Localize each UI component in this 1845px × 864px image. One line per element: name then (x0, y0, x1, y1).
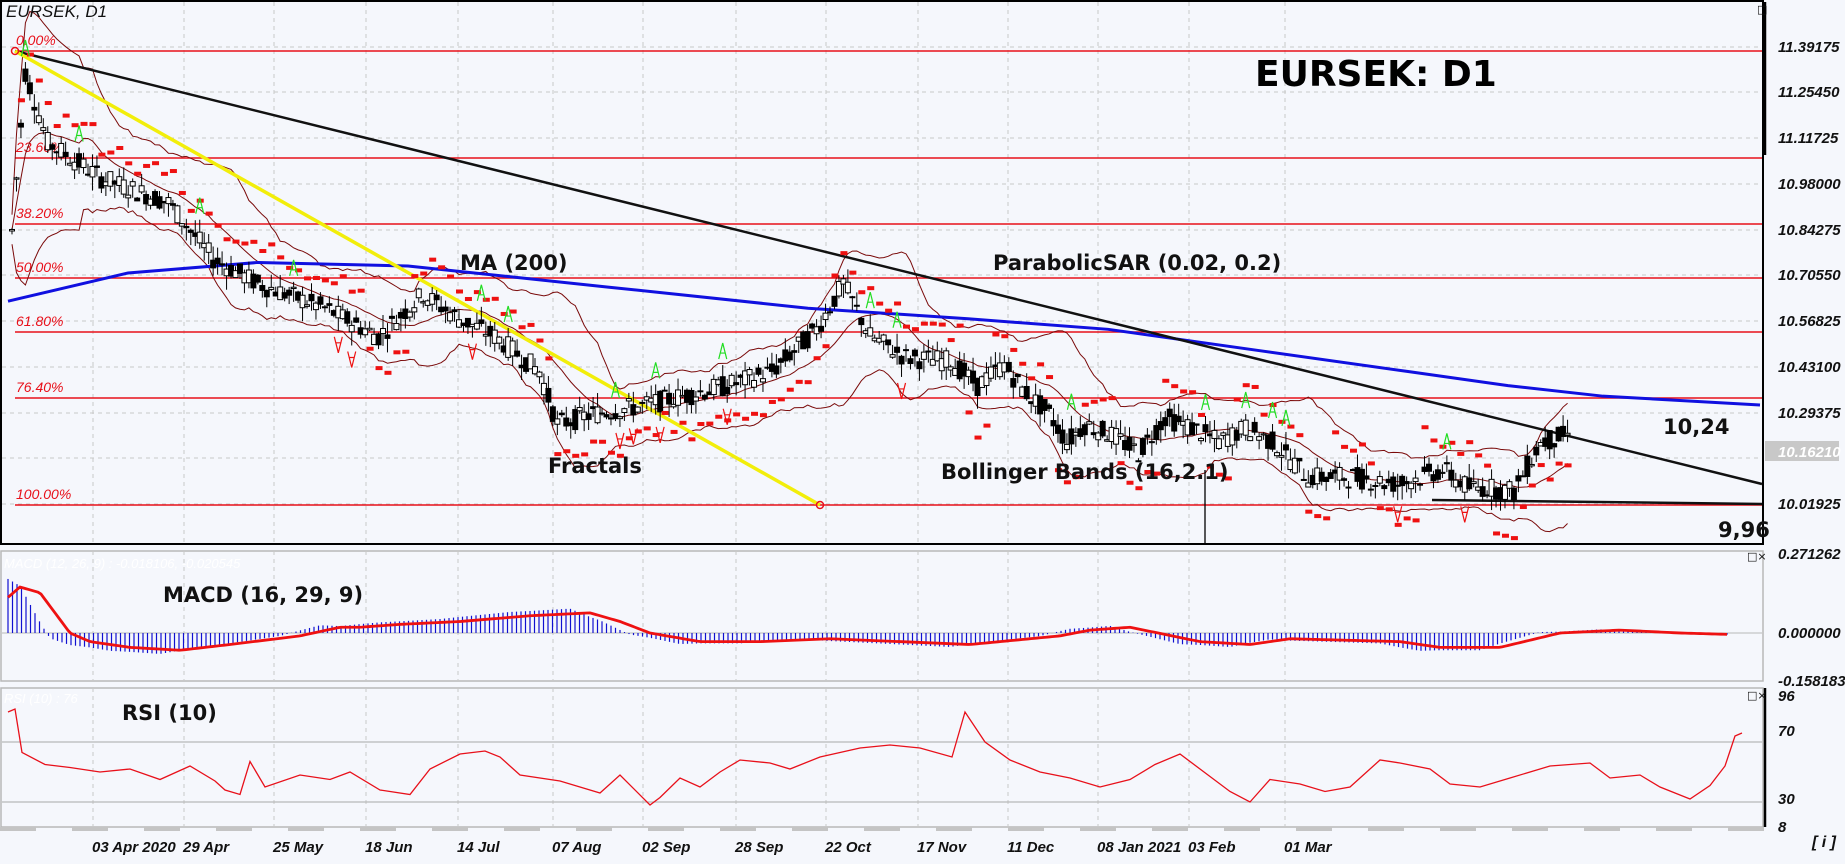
downtrend-line[interactable] (14, 49, 1763, 486)
price-axis-tick: 11.39175 (1778, 39, 1840, 56)
chart-title: EURSEK: D1 (1255, 54, 1497, 95)
time-axis-tick: 01 Mar (1284, 839, 1333, 856)
fib-level-label: 61.80% (16, 313, 63, 329)
macd-annotation: MACD (16, 29, 9) (163, 583, 363, 607)
fib-level-label: 0.00% (16, 32, 56, 48)
grid (2, 2, 1762, 827)
fib-level-label: 76.40% (16, 379, 63, 395)
parabolic-sar (17, 52, 1572, 541)
time-axis-tick: 22 Oct (824, 839, 872, 856)
price-axis-tick: 10.70550 (1778, 267, 1841, 284)
rsi-pane-controls[interactable]: □× (1747, 689, 1767, 702)
bollinger-bands (11, 10, 1568, 533)
price-axis-tick: 10.84275 (1778, 222, 1841, 239)
support-annotation: 9,96 (1718, 518, 1770, 542)
fib-anchor-start[interactable] (10, 46, 20, 56)
maximize-main-pane-button[interactable]: □ (1757, 3, 1768, 16)
rsi-pane (0, 687, 1764, 828)
macd-pane-controls[interactable]: □× (1747, 550, 1767, 563)
time-axis: 03 Apr 2020 29 Apr 25 May 18 Jun 14 Jul 07 Au… (92, 839, 1333, 856)
current-price-value: 10.16210 (1778, 444, 1841, 461)
time-axis-tick: 28 Sep (734, 839, 783, 856)
fib-level-label: 38.20% (16, 205, 63, 221)
price-axis-tick: 10.01925 (1778, 496, 1841, 513)
price-axis-tick: 10.29375 (1778, 405, 1841, 422)
price-axis-tick: 11.25450 (1778, 84, 1840, 101)
time-axis-tick: 18 Jun (365, 839, 413, 856)
fib-level-label: 23.60% (15, 139, 63, 155)
rsi-axis-tick: 70 (1778, 723, 1795, 740)
support-line[interactable] (1431, 498, 1763, 506)
price-axis: 11.39175 11.25450 11.11725 10.98000 10.84275… (1778, 39, 1841, 513)
fib-level-label: 100.00% (16, 486, 71, 502)
bollinger-annotation: Bollinger Bands (16,2.1) (941, 460, 1229, 484)
macd-axis-tick: 0.000000 (1778, 625, 1841, 642)
macd-values-label: MACD (12, 26, 9) : -0.018106, -0.020545 (4, 556, 241, 571)
fractals (20, 39, 1470, 523)
rsi-axis-tick: 30 (1778, 791, 1795, 808)
time-axis-tick: 08 Jan 2021 (1097, 839, 1181, 856)
rsi-axis-tick: 96 (1778, 688, 1795, 705)
time-axis-tick: 25 May (272, 839, 324, 856)
resistance-annotation: 10,24 (1663, 415, 1729, 439)
fibonacci-levels: 0.00% 23.60% 38.20% 50.00% 61.80% 76.40% 100.0… (15, 32, 1762, 506)
price-axis-tick: 11.11725 (1778, 130, 1839, 147)
macd-axis-tick: -0.158183 (1778, 673, 1845, 690)
time-axis-tick: 17 Nov (917, 839, 968, 856)
time-axis-tick: 29 Apr (182, 839, 230, 856)
time-axis-tick: 02 Sep (642, 839, 690, 856)
macd-indicator (2, 578, 1762, 654)
fib-level-label: 50.00% (16, 259, 63, 275)
current-price-tag (1765, 441, 1839, 461)
candlesticks (9, 62, 1571, 511)
rsi-axis-tick: 8 (1778, 819, 1787, 836)
rsi-values-label: RSI (10) : 76 (4, 691, 78, 706)
main-pane (0, 0, 1764, 545)
fib-anchor-end[interactable] (815, 500, 825, 510)
parabolic-sar-annotation: ParabolicSAR (0.02, 0.2) (993, 251, 1281, 275)
macd-axis-tick: 0.271262 (1778, 546, 1841, 563)
time-axis-tick: 14 Jul (457, 839, 500, 856)
price-axis-tick: 10.56825 (1778, 313, 1841, 330)
time-scrollbar[interactable] (0, 827, 1764, 831)
macd-pane (0, 550, 1764, 682)
info-button[interactable]: [ i ] (1812, 834, 1836, 851)
price-axis-tick: 10.98000 (1778, 176, 1841, 193)
fractals-annotation: Fractals (548, 454, 642, 478)
time-axis-tick: 07 Aug (552, 839, 601, 856)
rsi-indicator (2, 708, 1762, 806)
time-axis-tick: 03 Feb (1188, 839, 1236, 856)
ma200-line (7, 260, 1761, 407)
price-axis-tick: 10.43100 (1778, 359, 1841, 376)
time-axis-tick: 11 Dec (1007, 839, 1055, 856)
symbol-label: EURSEK, D1 (6, 2, 107, 21)
time-axis-tick: 03 Apr 2020 (92, 839, 176, 856)
rsi-annotation: RSI (10) (122, 701, 217, 725)
ma200-annotation: MA (200) (460, 251, 568, 275)
